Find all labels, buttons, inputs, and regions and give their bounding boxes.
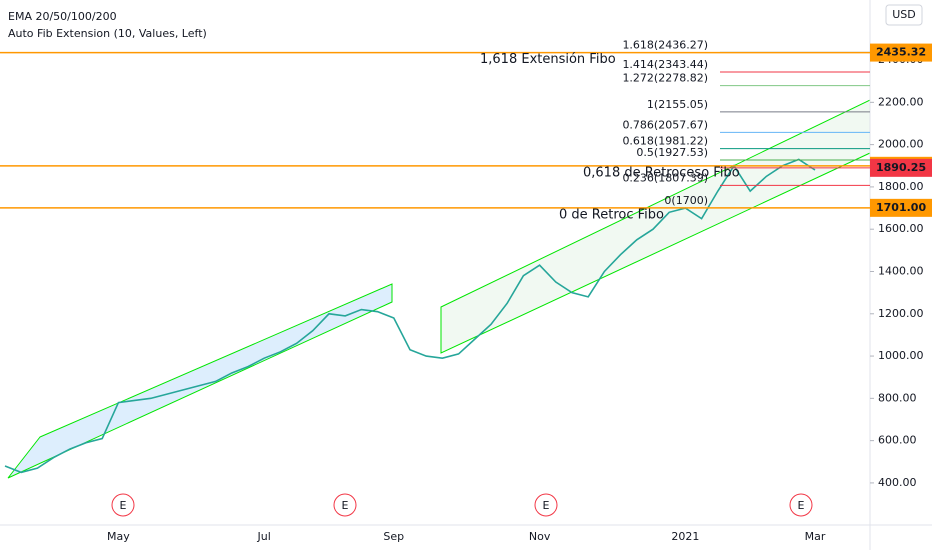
event-label: E: [543, 499, 550, 512]
price-label: 1701.00: [876, 201, 926, 214]
x-tick-label: Mar: [805, 530, 826, 543]
x-tick-label: 2021: [671, 530, 699, 543]
x-tick-label: May: [107, 530, 130, 543]
price-label-box: [870, 43, 932, 62]
currency[interactable]: USD: [892, 8, 916, 21]
fib-label: 1.414(2343.44): [622, 58, 708, 71]
price-label: 2435.32: [876, 46, 926, 59]
price-label: 1890.25: [876, 161, 926, 174]
event-label: E: [342, 499, 349, 512]
fib-label: 0(1700): [664, 194, 708, 207]
y-tick-label: 800.00: [878, 391, 917, 404]
fib-label: 1(2155.05): [647, 98, 708, 111]
price-label-box: [870, 158, 932, 177]
y-tick-label: 2000.00: [878, 138, 924, 151]
price-label-box: [870, 198, 932, 217]
annotation: 1,618 Extensión Fibo: [480, 52, 616, 67]
y-tick-label: 1400.00: [878, 264, 924, 277]
y-tick-label: 1800.00: [878, 180, 924, 193]
event-marker: [534, 493, 558, 517]
event-marker: [789, 493, 813, 517]
x-tick-label: Nov: [529, 530, 551, 543]
fib-label: 0.786(2057.67): [622, 118, 708, 131]
fib-label: 1.618(2436.27): [622, 38, 708, 51]
annotation: 0,618 de Retroceso Fibo: [583, 165, 740, 180]
channel: [7, 283, 393, 479]
event-label: E: [120, 499, 127, 512]
y-tick-label: 1600.00: [878, 222, 924, 235]
y-tick-label: 400.00: [878, 476, 917, 489]
event-marker: [111, 493, 135, 517]
y-tick-label: 2200.00: [878, 95, 924, 108]
fib-label: 0.236(1807.39): [622, 171, 708, 184]
y-tick-label: 600.00: [878, 434, 917, 447]
event-marker: [333, 493, 357, 517]
indicator: EMA 20/50/100/200: [8, 10, 117, 23]
x-tick-label: Sep: [383, 530, 404, 543]
y-tick-label: 1000.00: [878, 349, 924, 362]
currency-box[interactable]: [885, 4, 923, 26]
indicator: Auto Fib Extension (10, Values, Left): [8, 27, 207, 40]
event-label: E: [798, 499, 805, 512]
fib-label: 1.272(2278.82): [622, 72, 708, 85]
y-tick-label: 1200.00: [878, 307, 924, 320]
fib-label: 0.5(1927.53): [636, 146, 708, 159]
annotation: 0 de Retroc Fibo: [559, 207, 664, 222]
x-tick-label: Jul: [257, 530, 271, 543]
fib-label: 0.618(1981.22): [622, 135, 708, 148]
price-line: [4, 158, 816, 474]
